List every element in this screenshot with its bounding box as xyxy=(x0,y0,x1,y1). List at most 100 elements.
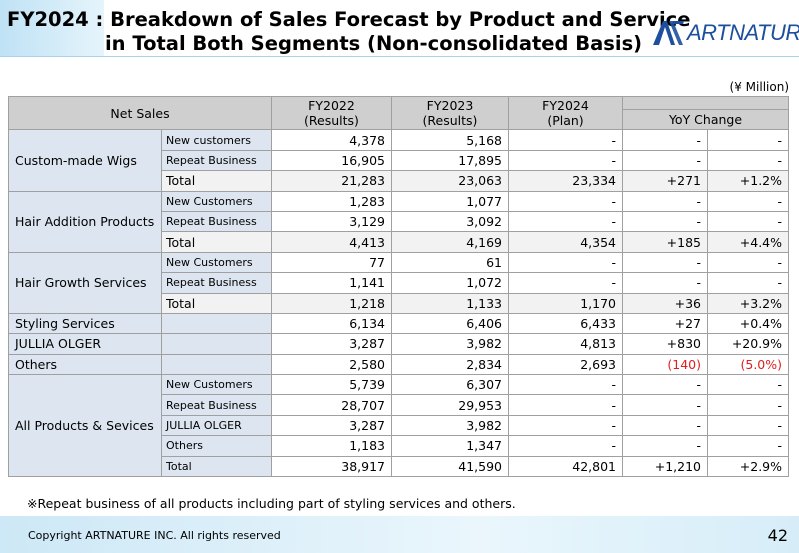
cell-fy2022: 1,183 xyxy=(271,435,392,457)
row-label: Repeat Business xyxy=(161,394,272,416)
cell-fy2022: 1,218 xyxy=(271,292,392,314)
logo-text: ARTNATURE xyxy=(687,20,799,45)
cell-yoy-amount: - xyxy=(622,210,708,233)
table-row: Repeat Business 16,905 17,895 - - - xyxy=(9,149,789,172)
table-row: JULLIA OLGER 3,287 3,982 4,813 +830 +20.… xyxy=(8,333,789,355)
unit-label: (¥ Million) xyxy=(729,80,789,94)
table-row-total: Total 21,283 23,063 23,334 +271 +1.2% xyxy=(9,170,789,192)
cell-yoy-amount: - xyxy=(622,149,708,172)
cell-fy2023: 41,590 xyxy=(391,455,509,478)
cell-fy2024: - xyxy=(508,414,623,437)
cell-fy2022: 21,283 xyxy=(271,170,392,192)
table-row: Others 2,580 2,834 2,693 (140) (5.0%) xyxy=(8,353,789,376)
cell-fy2023: 4,169 xyxy=(391,231,509,253)
cell-yoy-percent: - xyxy=(707,149,789,172)
cell-fy2024: - xyxy=(508,129,623,151)
row-label-blank xyxy=(161,353,272,376)
cell-fy2023: 1,072 xyxy=(391,272,509,294)
row-label-blank xyxy=(161,312,272,335)
cell-yoy-percent: - xyxy=(707,190,789,212)
footnote: ※Repeat business of all products includi… xyxy=(27,496,516,511)
cell-fy2024: - xyxy=(508,149,623,172)
row-label: Repeat Business xyxy=(161,149,272,172)
cell-yoy-amount: +271 xyxy=(622,170,708,192)
yoy-change-header: YoY Change xyxy=(622,108,789,131)
cell-yoy-amount: - xyxy=(622,414,708,437)
row-label: New customers xyxy=(161,129,272,151)
table-row: Repeat Business 3,129 3,092 - - - xyxy=(9,210,789,233)
cell-fy2023: 17,895 xyxy=(391,149,509,172)
group-label-styling: Styling Services xyxy=(8,312,162,335)
cell-yoy-amount: +185 xyxy=(622,231,708,253)
table-row: Styling Services 6,134 6,406 6,433 +27 +… xyxy=(8,312,789,335)
cell-fy2024: 4,813 xyxy=(508,333,623,355)
cell-fy2023: 61 xyxy=(391,251,509,274)
sales-forecast-table: Net Sales FY2022 (Results) FY2023 (Results… xyxy=(8,95,789,478)
row-label: Total xyxy=(161,170,272,192)
cell-fy2022: 38,917 xyxy=(271,455,392,478)
fy2024-header: FY2024 (Plan) xyxy=(508,95,623,131)
cell-fy2024: - xyxy=(508,435,623,457)
cell-yoy-amount: - xyxy=(622,435,708,457)
cell-fy2023: 1,133 xyxy=(391,292,509,314)
cell-fy2022: 4,378 xyxy=(271,129,392,151)
table-row: Repeat Business 1,141 1,072 - - - xyxy=(9,272,789,294)
row-label: Repeat Business xyxy=(161,272,272,294)
table-row: JULLIA OLGER 3,287 3,982 - - - xyxy=(9,414,789,437)
cell-fy2022: 3,287 xyxy=(271,414,392,437)
fy2023-header: FY2023 (Results) xyxy=(391,95,509,131)
group-label-jullia-olger: JULLIA OLGER xyxy=(8,333,162,355)
cell-fy2022: 6,134 xyxy=(271,312,392,335)
cell-yoy-percent: +3.2% xyxy=(707,292,789,314)
cell-yoy-percent: - xyxy=(707,129,789,151)
row-label: Others xyxy=(161,435,272,457)
cell-fy2024: - xyxy=(508,210,623,233)
cell-yoy-amount: - xyxy=(622,272,708,294)
cell-yoy-percent: +0.4% xyxy=(707,312,789,335)
cell-yoy-percent: - xyxy=(707,414,789,437)
cell-yoy-percent: +2.9% xyxy=(707,455,789,478)
company-logo: ARTNATURE xyxy=(651,18,799,48)
cell-yoy-amount: (140) xyxy=(622,353,708,376)
cell-fy2022: 16,905 xyxy=(271,149,392,172)
cell-fy2024: - xyxy=(508,374,623,396)
cell-fy2022: 28,707 xyxy=(271,394,392,416)
cell-fy2024: - xyxy=(508,251,623,274)
cell-fy2024: 2,693 xyxy=(508,353,623,376)
row-label: Repeat Business xyxy=(161,210,272,233)
cell-yoy-amount: - xyxy=(622,374,708,396)
cell-yoy-percent: - xyxy=(707,374,789,396)
cell-yoy-amount: - xyxy=(622,394,708,416)
cell-fy2022: 3,287 xyxy=(271,333,392,355)
cell-fy2023: 29,953 xyxy=(391,394,509,416)
row-label-blank xyxy=(161,333,272,355)
cell-fy2023: 2,834 xyxy=(391,353,509,376)
cell-yoy-percent: (5.0%) xyxy=(707,353,789,376)
row-label: Total xyxy=(161,455,272,478)
cell-yoy-percent: +1.2% xyxy=(707,170,789,192)
title-accent-band xyxy=(0,0,104,56)
cell-yoy-percent: - xyxy=(707,272,789,294)
cell-fy2024: - xyxy=(508,394,623,416)
cell-fy2024: 4,354 xyxy=(508,231,623,253)
table-row-total: Total 4,413 4,169 4,354 +185 +4.4% xyxy=(9,231,789,253)
cell-yoy-amount: - xyxy=(622,129,708,151)
cell-yoy-percent: +20.9% xyxy=(707,333,789,355)
cell-fy2022: 5,739 xyxy=(271,374,392,396)
cell-fy2022: 1,283 xyxy=(271,190,392,212)
cell-fy2022: 1,141 xyxy=(271,272,392,294)
group-label-custom-wigs: Custom-made Wigs xyxy=(8,129,162,192)
cell-fy2023: 3,092 xyxy=(391,210,509,233)
cell-fy2023: 6,307 xyxy=(391,374,509,396)
page-title: FY2024 : Breakdown of Sales Forecast by … xyxy=(7,8,691,31)
cell-fy2023: 1,077 xyxy=(391,190,509,212)
table-row: Custom-made Wigs New customers 4,378 5,1… xyxy=(8,129,789,192)
cell-fy2023: 23,063 xyxy=(391,170,509,192)
cell-fy2024: 42,801 xyxy=(508,455,623,478)
table-row: Hair Growth Services New Customers 77 61… xyxy=(8,251,789,314)
cell-fy2024: - xyxy=(508,190,623,212)
group-label-hair-addition: Hair Addition Products xyxy=(8,190,162,253)
yoy-header-spacer xyxy=(622,96,789,110)
net-sales-header: Net Sales xyxy=(8,95,272,131)
cell-yoy-amount: - xyxy=(622,251,708,274)
